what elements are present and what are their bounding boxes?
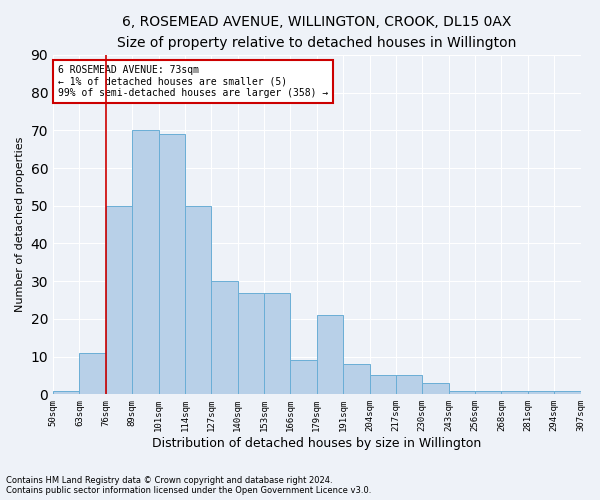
Bar <box>211 281 238 394</box>
Bar <box>370 376 396 394</box>
Bar <box>290 360 317 394</box>
Bar <box>528 390 554 394</box>
Bar <box>106 206 132 394</box>
Bar <box>554 390 581 394</box>
Bar <box>53 390 79 394</box>
X-axis label: Distribution of detached houses by size in Willington: Distribution of detached houses by size … <box>152 437 481 450</box>
Bar <box>79 353 106 395</box>
Bar <box>475 390 502 394</box>
Bar <box>449 390 475 394</box>
Bar <box>422 383 449 394</box>
Bar <box>343 364 370 394</box>
Text: 6 ROSEMEAD AVENUE: 73sqm
← 1% of detached houses are smaller (5)
99% of semi-det: 6 ROSEMEAD AVENUE: 73sqm ← 1% of detache… <box>58 65 329 98</box>
Bar <box>185 206 211 394</box>
Bar <box>158 134 185 394</box>
Bar <box>238 292 264 394</box>
Title: 6, ROSEMEAD AVENUE, WILLINGTON, CROOK, DL15 0AX
Size of property relative to det: 6, ROSEMEAD AVENUE, WILLINGTON, CROOK, D… <box>117 15 517 50</box>
Text: Contains HM Land Registry data © Crown copyright and database right 2024.
Contai: Contains HM Land Registry data © Crown c… <box>6 476 371 495</box>
Bar <box>396 376 422 394</box>
Bar <box>132 130 158 394</box>
Bar <box>264 292 290 394</box>
Bar <box>317 315 343 394</box>
Bar <box>502 390 528 394</box>
Y-axis label: Number of detached properties: Number of detached properties <box>15 137 25 312</box>
